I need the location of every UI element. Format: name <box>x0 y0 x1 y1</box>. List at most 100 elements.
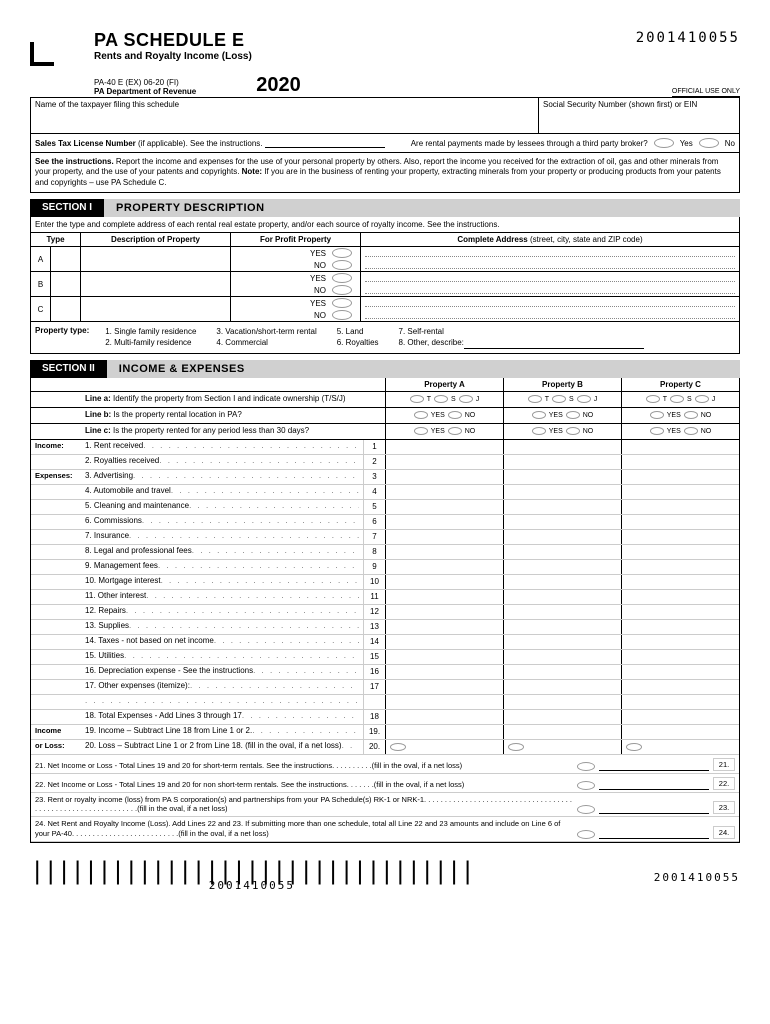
addr-line1[interactable] <box>365 255 735 257</box>
amount-cell-a[interactable] <box>385 560 503 574</box>
amount-cell-b[interactable] <box>503 590 621 604</box>
amount-cell-c[interactable] <box>621 440 739 454</box>
amount-cell-c[interactable] <box>621 605 739 619</box>
amount-cell-a[interactable] <box>385 515 503 529</box>
no-oval[interactable] <box>684 427 698 435</box>
no-oval[interactable] <box>448 427 462 435</box>
yes-oval[interactable] <box>414 411 428 419</box>
profit-yes-oval[interactable] <box>332 273 352 283</box>
amount-cell-b[interactable] <box>503 620 621 634</box>
yes-oval[interactable] <box>532 427 546 435</box>
amount-cell-b[interactable] <box>503 500 621 514</box>
profit-yes-oval[interactable] <box>332 248 352 258</box>
tsj-oval[interactable] <box>670 395 684 403</box>
tsj-oval[interactable] <box>695 395 709 403</box>
amount-cell-b[interactable] <box>503 710 621 724</box>
amount-cell-c[interactable] <box>621 515 739 529</box>
total-input-23[interactable] <box>599 800 709 814</box>
amount-cell-b[interactable] <box>503 695 621 709</box>
yes-oval[interactable] <box>532 411 546 419</box>
amount-cell-c[interactable] <box>621 530 739 544</box>
ssn-field[interactable]: Social Security Number (shown first) or … <box>539 98 739 133</box>
amount-cell-b[interactable] <box>503 605 621 619</box>
amount-cell-b[interactable] <box>503 575 621 589</box>
amount-cell-b[interactable] <box>503 545 621 559</box>
yes-oval[interactable] <box>650 427 664 435</box>
prop-type-input[interactable] <box>51 247 81 271</box>
tsj-oval[interactable] <box>577 395 591 403</box>
amount-cell-a[interactable] <box>385 545 503 559</box>
amount-cell-a[interactable] <box>385 590 503 604</box>
tsj-oval[interactable] <box>552 395 566 403</box>
profit-no-oval[interactable] <box>332 310 352 320</box>
yes-oval[interactable] <box>650 411 664 419</box>
loss-oval-21[interactable] <box>577 762 595 771</box>
yes-oval[interactable] <box>414 427 428 435</box>
amount-cell-c[interactable] <box>621 710 739 724</box>
amount-cell-c[interactable] <box>621 590 739 604</box>
amount-cell[interactable] <box>621 725 739 739</box>
amount-cell-b[interactable] <box>503 665 621 679</box>
profit-no-oval[interactable] <box>332 260 352 270</box>
amount-cell-a[interactable] <box>385 635 503 649</box>
amount-cell-c[interactable] <box>621 635 739 649</box>
loss-oval[interactable] <box>508 743 524 751</box>
broker-no-oval[interactable] <box>699 138 719 148</box>
tsj-oval[interactable] <box>646 395 660 403</box>
amount-cell-a[interactable] <box>385 665 503 679</box>
tsj-oval[interactable] <box>410 395 424 403</box>
amount-cell-b[interactable] <box>503 650 621 664</box>
prop-desc-input[interactable] <box>81 247 231 271</box>
amount-cell-c[interactable] <box>621 650 739 664</box>
amount-cell-b[interactable] <box>503 440 621 454</box>
amount-cell-a[interactable] <box>385 695 503 709</box>
amount-cell-b[interactable] <box>503 455 621 469</box>
amount-cell-a[interactable] <box>385 620 503 634</box>
amount-cell-a[interactable] <box>385 530 503 544</box>
amount-cell-c[interactable] <box>621 680 739 694</box>
prop-desc-input[interactable] <box>81 297 231 321</box>
addr-line1[interactable] <box>365 280 735 282</box>
amount-cell-b[interactable] <box>503 530 621 544</box>
amount-cell-b[interactable] <box>503 515 621 529</box>
amount-cell-a[interactable] <box>385 485 503 499</box>
amount-cell-b[interactable] <box>503 560 621 574</box>
amount-cell-a[interactable] <box>385 575 503 589</box>
loss-oval-24[interactable] <box>577 830 595 839</box>
amount-cell-a[interactable] <box>385 500 503 514</box>
amount-cell-b[interactable] <box>503 680 621 694</box>
prop-type-input[interactable] <box>51 272 81 296</box>
amount-cell-c[interactable] <box>621 575 739 589</box>
amount-cell-a[interactable] <box>385 470 503 484</box>
amount-cell-a[interactable] <box>385 680 503 694</box>
amount-cell-c[interactable] <box>621 500 739 514</box>
total-input-21[interactable] <box>599 757 709 771</box>
total-input-22[interactable] <box>599 776 709 790</box>
sales-tax-input[interactable] <box>265 138 385 148</box>
profit-yes-oval[interactable] <box>332 298 352 308</box>
addr-line2[interactable] <box>365 317 735 319</box>
other-describe-input[interactable] <box>464 339 644 349</box>
no-oval[interactable] <box>566 427 580 435</box>
amount-cell-c[interactable] <box>621 620 739 634</box>
no-oval[interactable] <box>566 411 580 419</box>
amount-cell-c[interactable] <box>621 485 739 499</box>
addr-line2[interactable] <box>365 292 735 294</box>
amount-cell-b[interactable] <box>503 470 621 484</box>
prop-type-input[interactable] <box>51 297 81 321</box>
amount-cell-c[interactable] <box>621 695 739 709</box>
loss-oval[interactable] <box>626 743 642 751</box>
amount-cell-c[interactable] <box>621 560 739 574</box>
amount-cell-a[interactable] <box>385 455 503 469</box>
total-input-24[interactable] <box>599 825 709 839</box>
broker-yes-oval[interactable] <box>654 138 674 148</box>
amount-cell-c[interactable] <box>621 545 739 559</box>
tsj-oval[interactable] <box>459 395 473 403</box>
no-oval[interactable] <box>684 411 698 419</box>
tsj-oval[interactable] <box>434 395 448 403</box>
amount-cell-c[interactable] <box>621 665 739 679</box>
no-oval[interactable] <box>448 411 462 419</box>
loss-oval[interactable] <box>390 743 406 751</box>
prop-desc-input[interactable] <box>81 272 231 296</box>
tsj-oval[interactable] <box>528 395 542 403</box>
